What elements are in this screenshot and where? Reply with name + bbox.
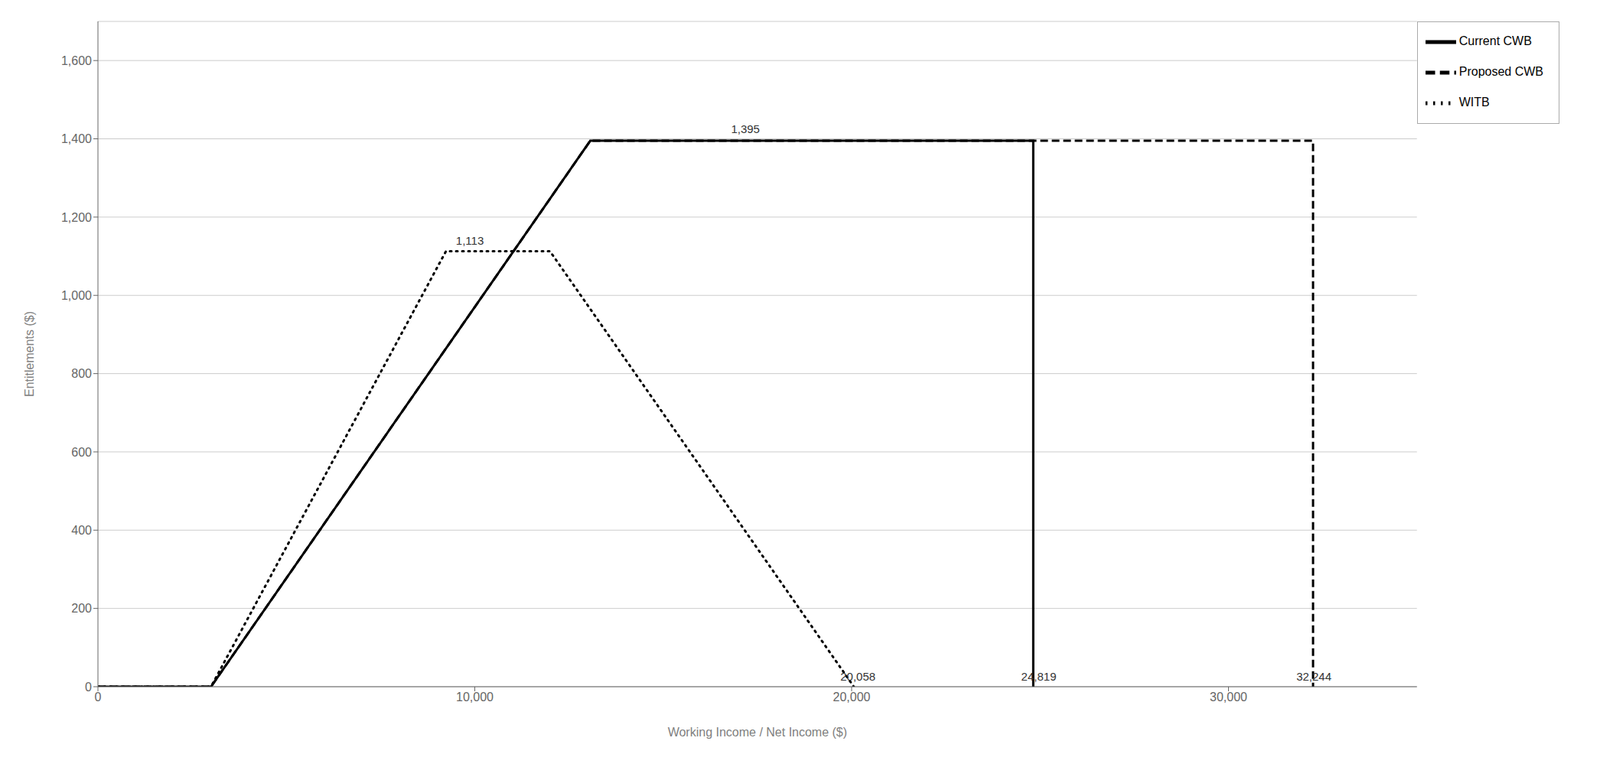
svg-text:20,058: 20,058 [840, 670, 876, 684]
svg-text:200: 200 [71, 602, 92, 616]
svg-text:1,400: 1,400 [61, 132, 92, 146]
html-text:Proposed CWB: Proposed CWB [1458, 65, 1544, 79]
svg-text:10,000: 10,000 [456, 690, 494, 704]
svg-text:20,000: 20,000 [833, 690, 871, 704]
svg-text:1,395: 1,395 [730, 122, 760, 136]
svg-text:0: 0 [94, 690, 102, 704]
svg-text:24,819: 24,819 [1021, 670, 1057, 684]
svg-text:1,000: 1,000 [61, 289, 92, 303]
svg-text:30,000: 30,000 [1209, 690, 1248, 704]
svg-text:800: 800 [71, 367, 92, 381]
svg-text:1,600: 1,600 [61, 54, 92, 68]
svg-text:32,244: 32,244 [1296, 670, 1332, 684]
svg-text:1,200: 1,200 [61, 211, 92, 225]
svg-text:Working Income / Net Income ($: Working Income / Net Income ($) [668, 726, 848, 740]
svg-text:Entitlements ($): Entitlements ($) [22, 311, 36, 398]
svg-text:1,113: 1,113 [456, 234, 484, 248]
svg-text:400: 400 [71, 524, 92, 538]
html-text:WITB: WITB [1458, 95, 1490, 109]
svg-text:0: 0 [84, 681, 92, 695]
svg-text:600: 600 [71, 446, 92, 460]
html-text:Current CWB: Current CWB [1458, 34, 1532, 48]
